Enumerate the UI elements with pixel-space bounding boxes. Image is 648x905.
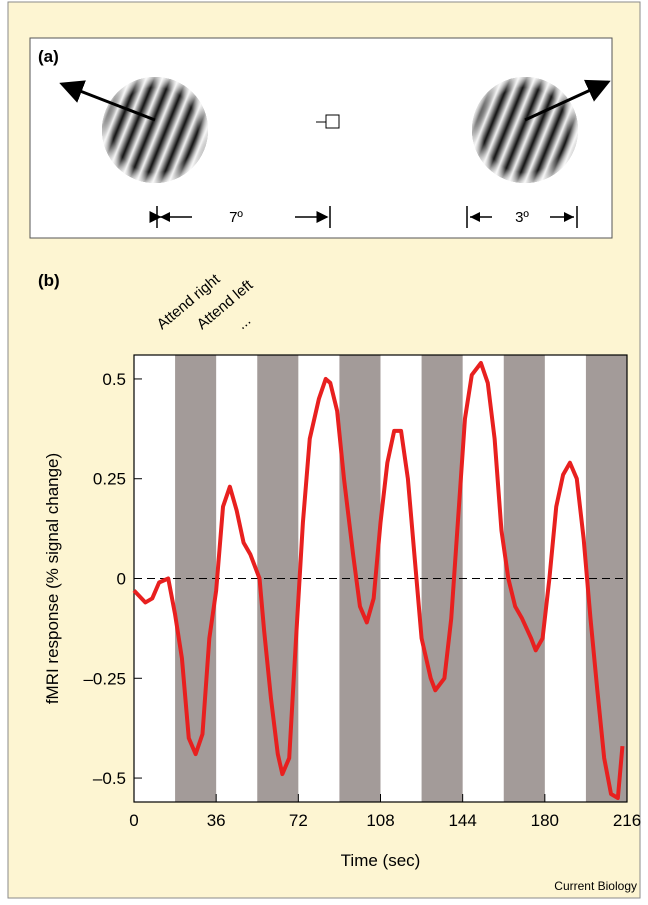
y-tick-label: –0.25 [83,669,126,688]
x-tick-label: 36 [207,811,226,830]
arrow [524,79,611,122]
panel-label: (b) [38,271,60,290]
dimension-label: 7º [229,209,243,226]
y-tick-label: 0.25 [93,470,126,489]
attention-band [175,355,217,802]
credit: Current Biology [554,879,637,893]
data-line [132,360,625,801]
y-tick-label: –0.5 [93,769,126,788]
x-tick-label: 0 [129,811,138,830]
grating-edge [472,77,578,183]
x-tick-label: 144 [448,811,476,830]
y-axis-label: fMRI response (% signal change) [43,453,62,704]
panel-label: (a) [38,47,59,66]
x-tick-label: 108 [366,811,394,830]
x-tick-label: 180 [531,811,559,830]
y-tick-label: 0.5 [102,370,126,389]
fixation-square [325,114,340,129]
x-tick-label: 216 [613,811,641,830]
grating-edge [102,77,208,183]
x-axis-label: Time (sec) [341,851,421,870]
arrow [59,80,156,122]
y-tick-label: 0 [117,570,126,589]
x-tick-label: 72 [289,811,308,830]
dimension-label: 3º [515,209,529,226]
